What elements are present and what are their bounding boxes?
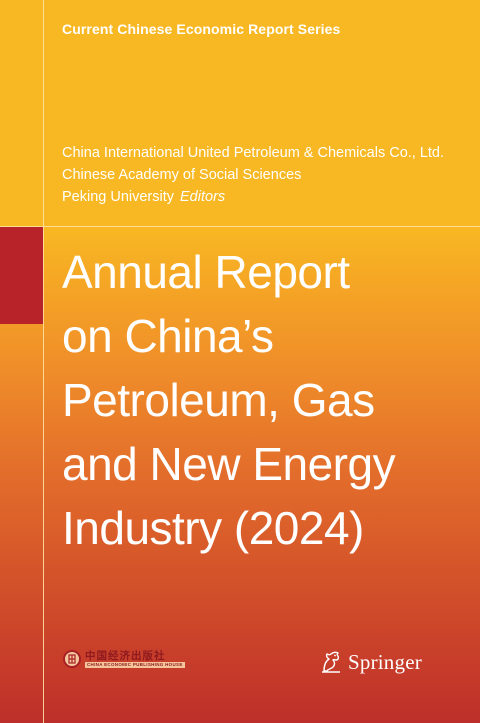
editor-2: Chinese Academy of Social Sciences: [62, 167, 302, 183]
editor-1: China International United Petroleum & C…: [62, 145, 445, 161]
springer-logo: Springer: [318, 649, 422, 675]
series-name: Current Chinese Economic Report Series: [62, 21, 341, 37]
title-line-2: on China’s: [62, 310, 274, 362]
book-title: Annual Report on China’s Petroleum, Gas …: [62, 240, 472, 560]
horizontal-rule: [0, 226, 480, 227]
title-line-4: and New Energy: [62, 438, 396, 490]
springer-wordmark: Springer: [348, 649, 422, 674]
editor-3: Peking University: [62, 189, 175, 205]
red-accent-block: [0, 227, 43, 324]
publisher-english-name: CHINA ECONOMIC PUBLISHING HOUSE: [85, 662, 185, 668]
publisher-text: 中国经济出版社 CHINA ECONOMIC PUBLISHING HOUSE: [85, 650, 185, 668]
editors-role: Editors: [180, 189, 226, 205]
publisher-emblem-icon: [63, 650, 81, 668]
editors-block: China International United Petroleum & C…: [62, 142, 444, 208]
editor-3-line: Peking University Editors: [62, 186, 444, 208]
title-line-3: Petroleum, Gas: [62, 374, 375, 426]
title-line-5: Industry (2024): [62, 502, 364, 554]
top-band: [0, 0, 480, 226]
title-line-1: Annual Report: [62, 246, 350, 298]
vertical-rule: [43, 0, 44, 723]
publisher-chinese-name: 中国经济出版社: [85, 650, 166, 662]
springer-horse-icon: [322, 651, 340, 673]
publisher-logo: 中国经济出版社 CHINA ECONOMIC PUBLISHING HOUSE: [63, 650, 185, 668]
